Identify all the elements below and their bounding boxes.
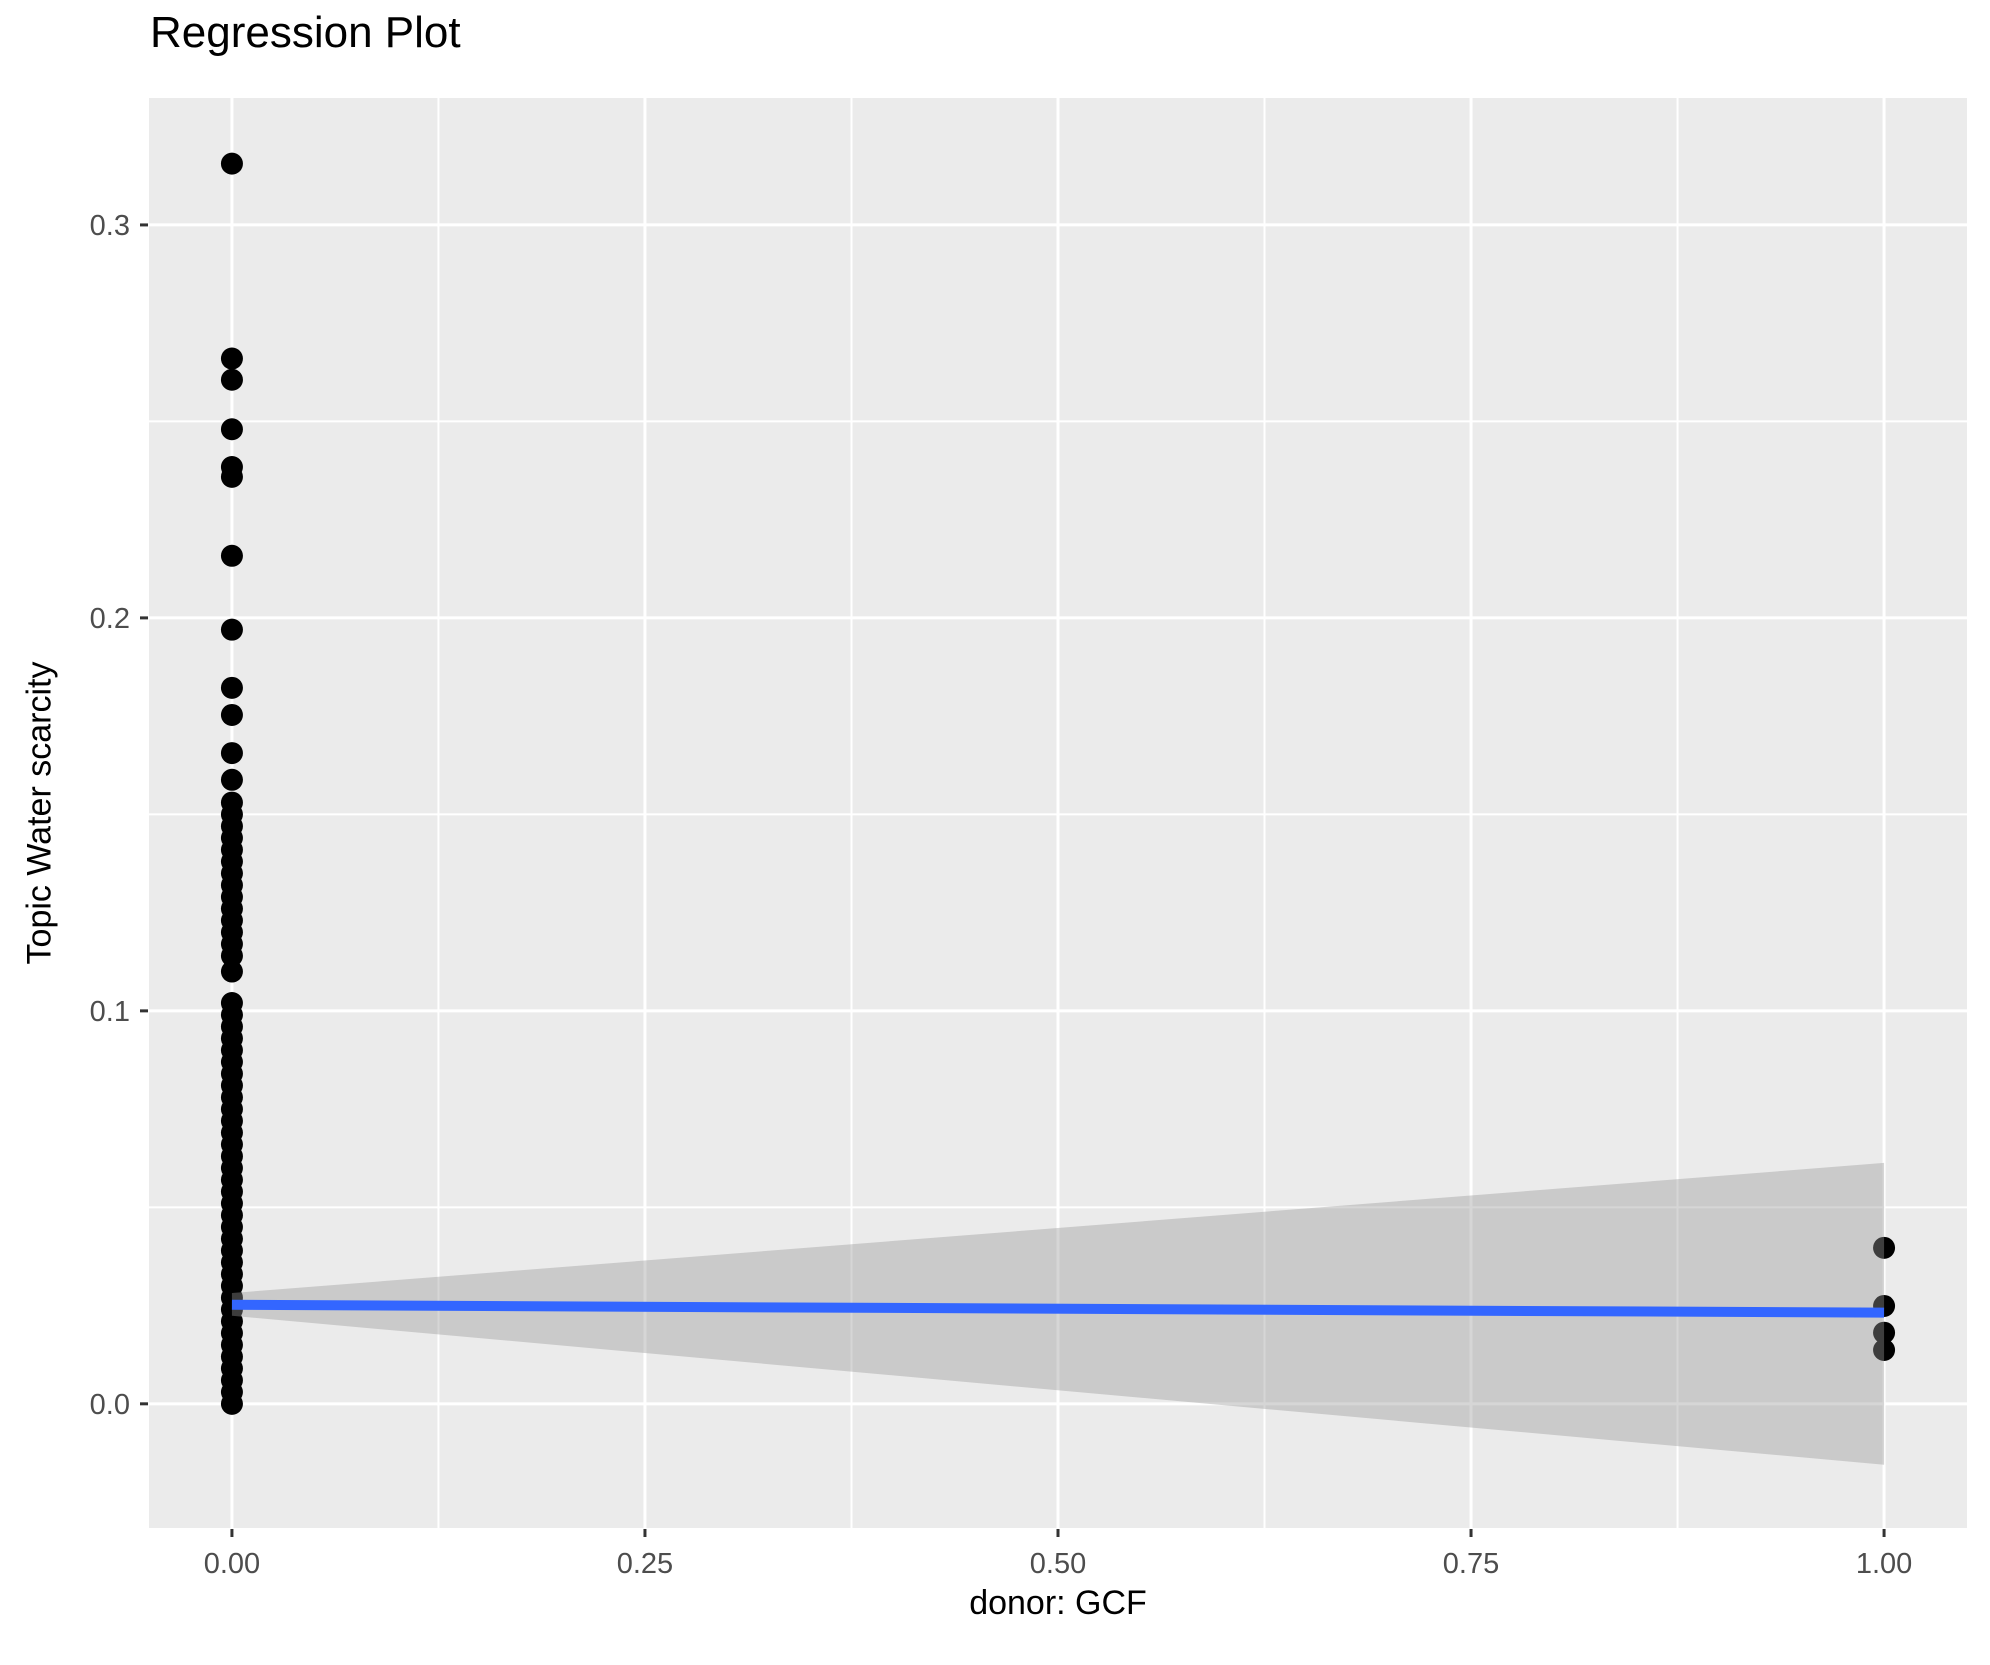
data-point <box>220 618 243 641</box>
x-tick-label: 1.00 <box>1856 1548 1912 1580</box>
data-point <box>220 960 243 983</box>
chart-title: Regression Plot <box>150 8 461 57</box>
data-point <box>1873 1236 1896 1259</box>
data-point <box>220 418 243 441</box>
data-point <box>220 703 243 726</box>
y-tick-label: 0.0 <box>90 1389 130 1421</box>
data-point <box>1873 1338 1896 1361</box>
x-tick-label: 0.50 <box>1030 1548 1086 1580</box>
data-point <box>220 676 243 699</box>
y-tick-label: 0.1 <box>90 996 130 1028</box>
x-tick-label: 0.00 <box>204 1548 260 1580</box>
y-tick-label: 0.2 <box>90 603 130 635</box>
regression-line <box>231 1299 1885 1318</box>
data-point <box>220 347 243 370</box>
data-point <box>220 1392 243 1415</box>
y-tick-label: 0.3 <box>90 210 130 242</box>
data-point <box>220 544 243 567</box>
data-point <box>220 944 243 967</box>
data-point <box>1873 1321 1896 1344</box>
x-tick-label: 0.25 <box>617 1548 673 1580</box>
data-point <box>220 768 243 791</box>
data-point <box>220 368 243 391</box>
y-axis-title: Topic Water scarcity <box>20 661 59 965</box>
confidence-band <box>231 1162 1885 1465</box>
data-point <box>220 465 243 488</box>
x-axis-title: donor: GCF <box>969 1584 1147 1622</box>
x-tick-label: 0.75 <box>1443 1548 1499 1580</box>
data-point <box>220 742 243 765</box>
data-point <box>220 152 243 175</box>
